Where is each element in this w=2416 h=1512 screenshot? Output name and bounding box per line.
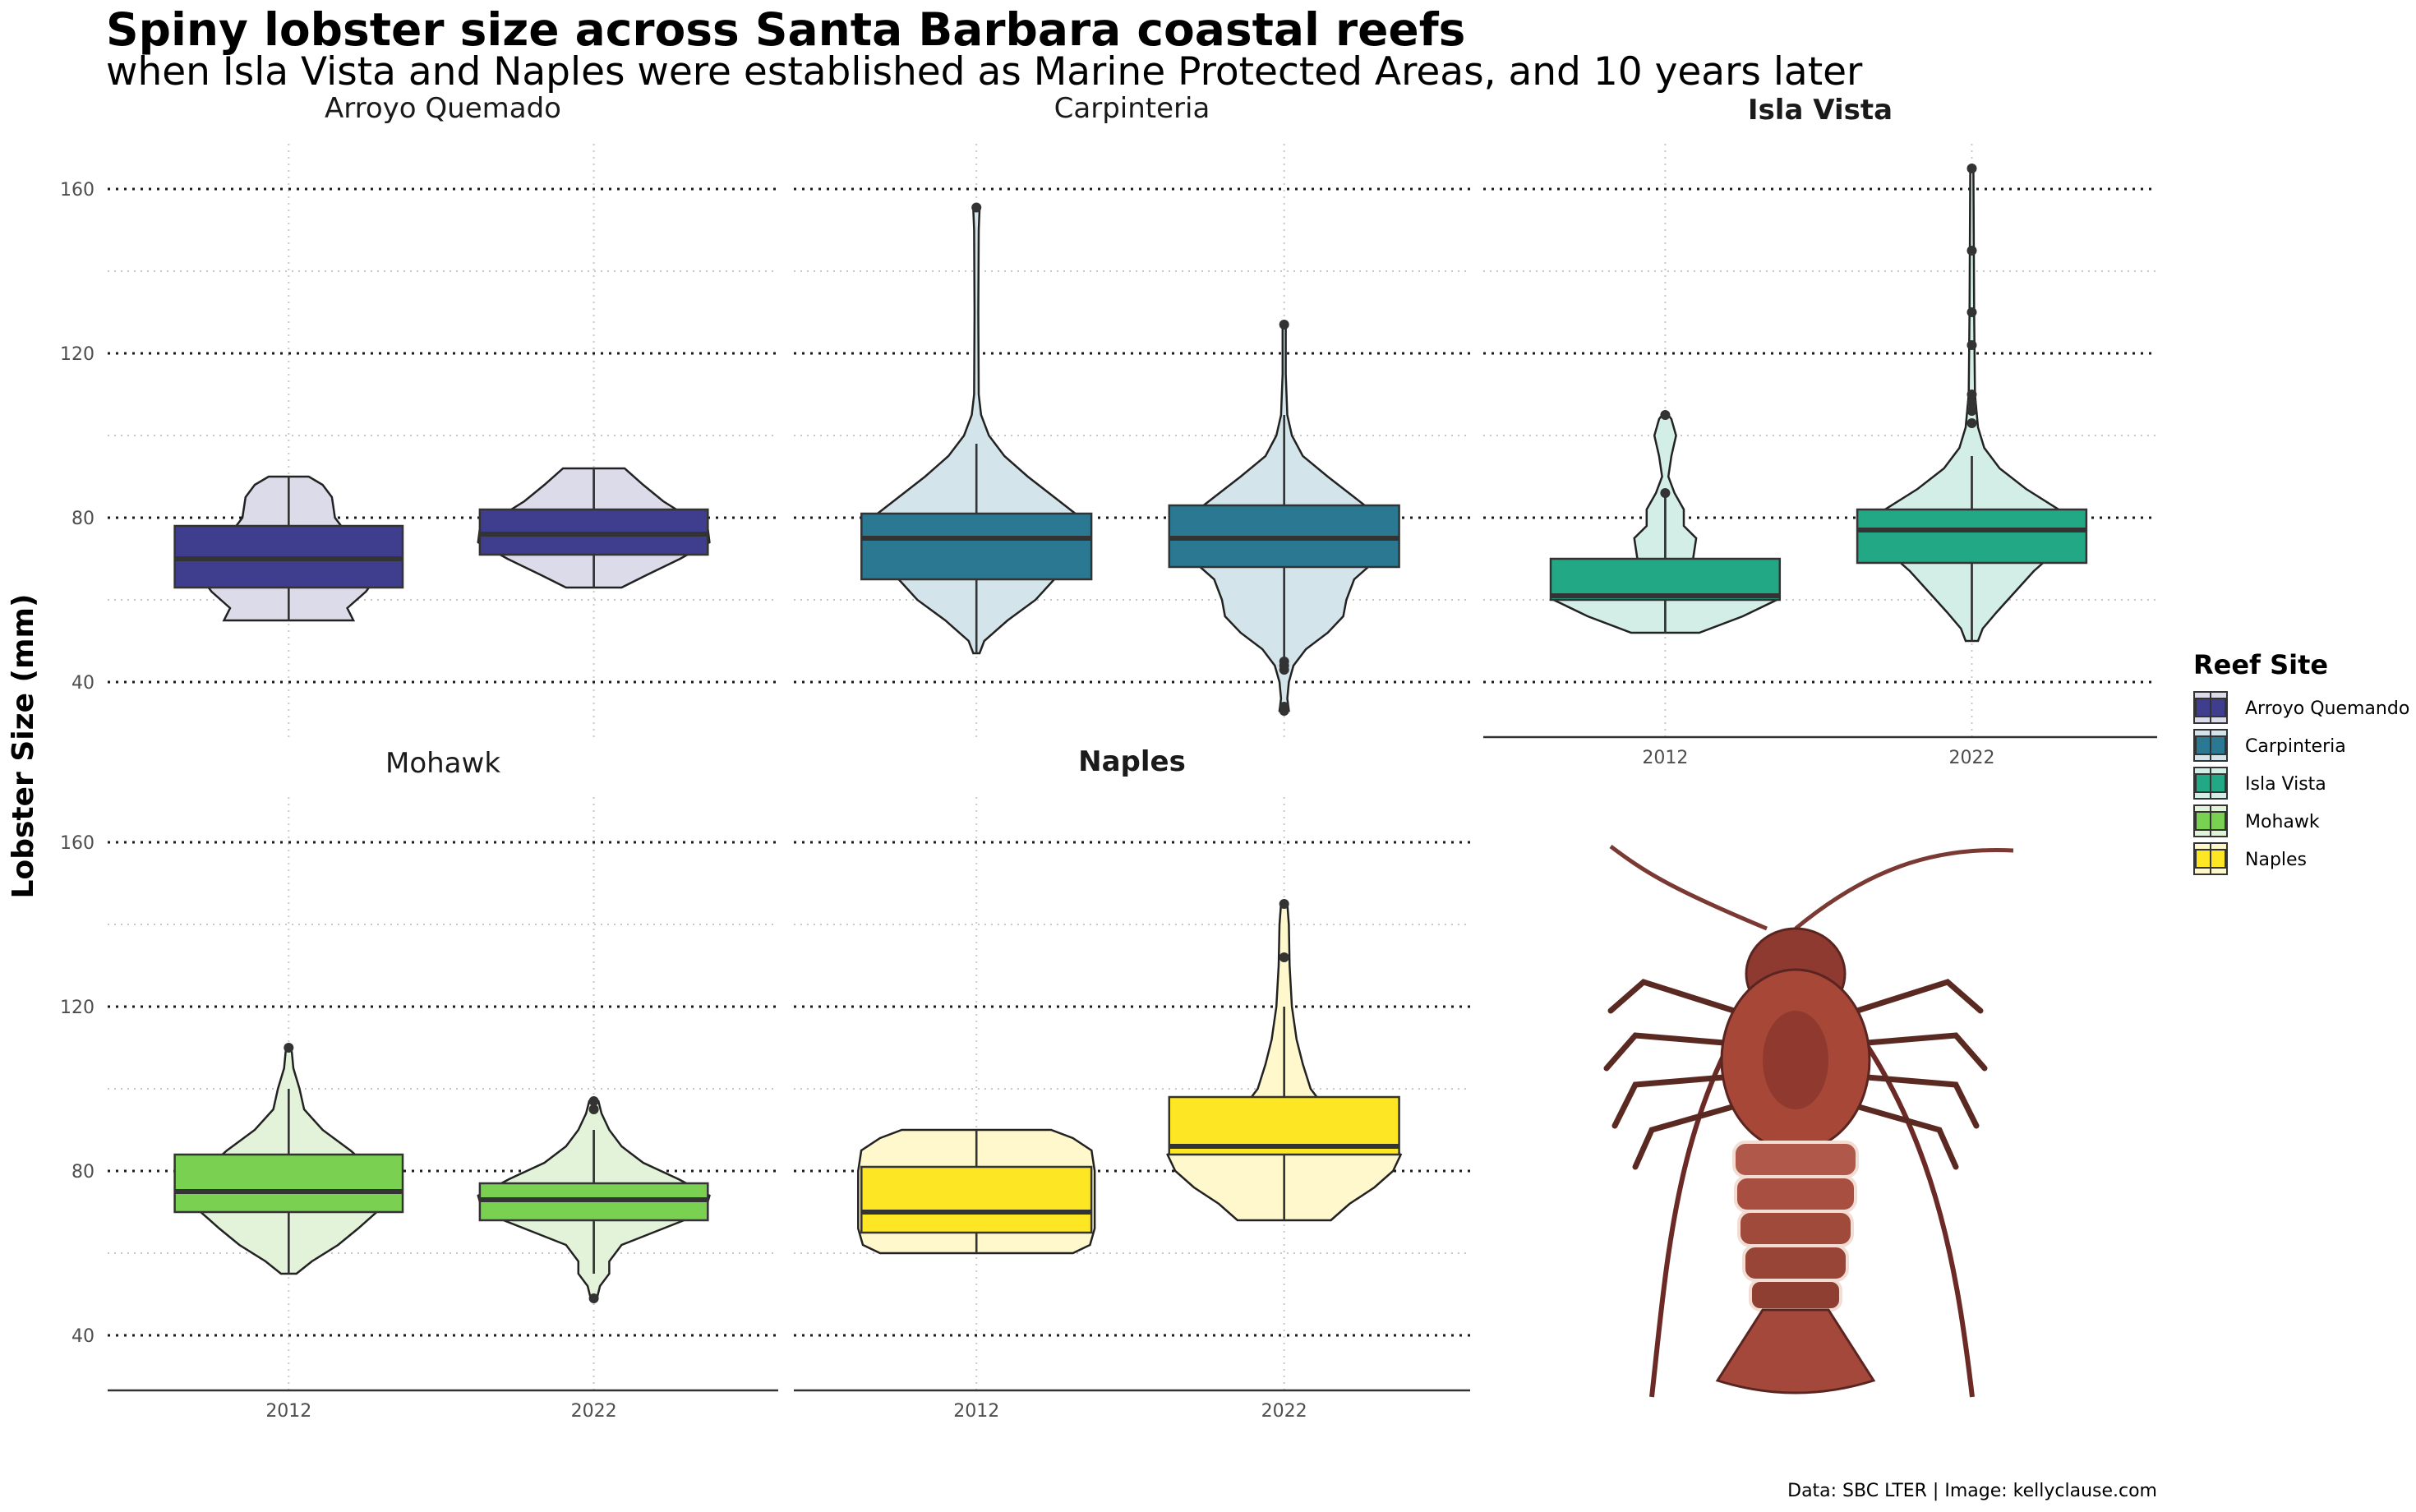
legend-items: Arroyo Quemando Carpinteria Isla Vista Moha… xyxy=(2193,691,2409,875)
outlier-point xyxy=(1966,307,1977,317)
outlier-point xyxy=(971,202,982,213)
facet-strip-label: Isla Vista xyxy=(1748,94,1893,127)
y-tick-label: 40 xyxy=(71,1326,95,1347)
y-tick-label: 120 xyxy=(60,344,95,365)
y-axis-title: Lobster Size (mm) xyxy=(7,594,40,899)
facet-panel-carpinteria: Carpinteria xyxy=(794,92,1470,740)
facet-strip-label: Arroyo Quemado xyxy=(325,92,561,125)
outlier-point xyxy=(1966,406,1977,416)
outlier-point xyxy=(1660,488,1671,498)
x-tick-label: 2022 xyxy=(1949,748,1995,768)
legend-item: Mohawk xyxy=(2193,804,2320,837)
legend-title: Reef Site xyxy=(2193,649,2328,680)
facet-panel-naples: Naples 2012 2022 xyxy=(794,745,1470,1422)
legend-label: Carpinteria xyxy=(2245,736,2346,757)
outlier-point xyxy=(1279,665,1289,675)
outlier-point xyxy=(1279,899,1289,909)
facet-panel-arroyo-quemado: 40 80 120 160 Arroyo Quemado xyxy=(60,92,778,740)
legend-label: Arroyo Quemando xyxy=(2245,698,2409,719)
legend: Reef Site Arroyo Quemando Carpinteria Isla… xyxy=(2193,649,2409,875)
lobster-antenna-left xyxy=(1609,844,1768,931)
y-tick-label: 80 xyxy=(71,509,95,529)
legend-label: Mohawk xyxy=(2245,812,2320,832)
facet-strip-label: Naples xyxy=(1078,745,1186,778)
x-tick-label: 2012 xyxy=(953,1401,999,1422)
legend-item: Naples xyxy=(2193,842,2307,875)
outlier-point xyxy=(588,1293,599,1303)
outlier-point xyxy=(588,1104,599,1114)
y-tick-label: 160 xyxy=(60,833,95,854)
legend-item: Isla Vista xyxy=(2193,767,2326,800)
x-tick-label: 2022 xyxy=(571,1401,617,1422)
outlier-point xyxy=(1966,340,1977,350)
facet-panel-isla-vista: Isla Vista 2012 2022 xyxy=(1483,94,2157,768)
chart-title: Spiny lobster size across Santa Barbara … xyxy=(106,3,1466,56)
legend-label: Naples xyxy=(2245,850,2307,870)
legend-item: Carpinteria xyxy=(2193,729,2346,762)
lobster-legs xyxy=(1603,979,1988,1170)
spiny-lobster-illustration xyxy=(1603,844,2014,1398)
outlier-point xyxy=(1279,320,1289,330)
caption: Data: SBC LTER | Image: kellyclause.com xyxy=(1787,1481,2157,1501)
lobster-tail-fan xyxy=(1715,1308,1876,1394)
y-tick-label: 80 xyxy=(71,1162,95,1182)
lobster-antenna-right xyxy=(1794,847,2014,930)
facet-panels: 40 80 120 160 Arroyo Quemado Carpinteria Isla … xyxy=(60,92,2157,1422)
facet-panel-mohawk: 40 80 120 160 Mohawk 2012 2022 xyxy=(60,747,778,1422)
y-tick-label: 40 xyxy=(71,673,95,694)
box-2012 xyxy=(860,1165,1093,1234)
x-tick-label: 2012 xyxy=(265,1401,311,1422)
lobster-carapace-shade xyxy=(1763,1011,1828,1109)
box-2012 xyxy=(173,1153,404,1214)
lobster-abdomen xyxy=(1732,1141,1859,1311)
outlier-point xyxy=(1966,418,1977,428)
outlier-point xyxy=(1966,164,1977,173)
outlier-point xyxy=(588,1096,599,1106)
outlier-point xyxy=(1660,410,1671,420)
facet-strip-label: Carpinteria xyxy=(1054,92,1210,125)
y-tick-label: 160 xyxy=(60,180,95,201)
outlier-point xyxy=(284,1043,294,1053)
chart-subtitle: when Isla Vista and Naples were establis… xyxy=(106,49,1863,94)
facet-strip-label: Mohawk xyxy=(385,747,500,780)
outlier-point xyxy=(1966,390,1977,399)
outlier-point xyxy=(1966,398,1977,408)
legend-label: Isla Vista xyxy=(2245,774,2326,795)
y-tick-label: 120 xyxy=(60,998,95,1018)
box-2012 xyxy=(860,512,1093,581)
legend-item: Arroyo Quemando xyxy=(2193,691,2409,724)
box-2022 xyxy=(1856,508,2088,565)
outlier-point xyxy=(1279,702,1289,712)
x-tick-label: 2012 xyxy=(1642,748,1688,768)
outlier-point xyxy=(1966,246,1977,256)
x-tick-label: 2022 xyxy=(1261,1401,1307,1422)
outlier-point xyxy=(1279,952,1289,962)
